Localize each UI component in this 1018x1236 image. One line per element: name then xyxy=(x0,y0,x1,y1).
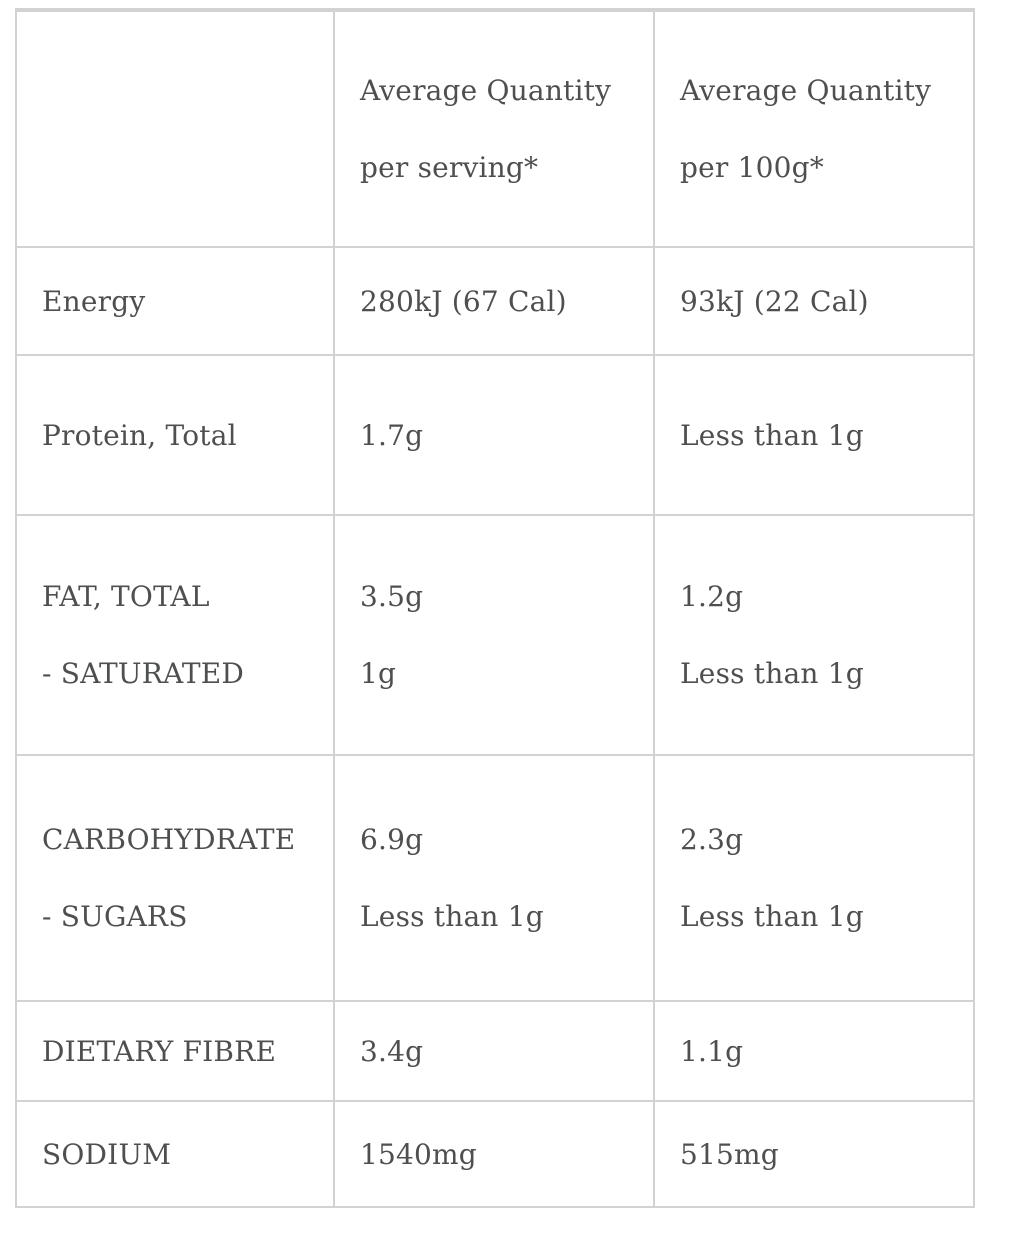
header-row: Average Quantity per serving* Average Qu… xyxy=(15,9,975,248)
table-row-fat: FAT, TOTAL - SATURATED 3.5g 1g 1.2g Less… xyxy=(15,514,975,756)
table-row-carbohydrate: CARBOHYDRATE - SUGARS 6.9g Less than 1g … xyxy=(15,754,975,1002)
per-100g-value-cell: Less than 1g xyxy=(653,354,975,516)
row-label: DIETARY FIBRE xyxy=(42,1034,277,1068)
header-per-serving-cell: Average Quantity per serving* xyxy=(333,9,655,248)
per-100g-value: Less than 1g xyxy=(680,418,864,452)
per-serving-value-cell: 280kJ (67 Cal) xyxy=(333,246,655,356)
per-100g-value-line-2: Less than 1g xyxy=(680,900,864,933)
per-100g-value: 515mg xyxy=(680,1137,779,1171)
per-100g-value-cell: 1.2g Less than 1g xyxy=(653,514,975,756)
per-serving-value: 3.4g xyxy=(360,1034,424,1068)
row-label: SODIUM xyxy=(42,1137,172,1171)
table-row-dietary-fibre: DIETARY FIBRE 3.4g 1.1g xyxy=(15,1000,975,1102)
per-serving-value-cell: 1.7g xyxy=(333,354,655,516)
row-label-cell: FAT, TOTAL - SATURATED xyxy=(15,514,335,756)
header-per-100g-line-2: per 100g* xyxy=(680,151,824,184)
row-label-cell: SODIUM xyxy=(15,1100,335,1208)
per-100g-value-line-2: Less than 1g xyxy=(680,657,864,690)
row-label: Energy xyxy=(42,284,146,318)
per-serving-value-cell: 3.4g xyxy=(333,1000,655,1102)
row-label: Protein, Total xyxy=(42,418,237,452)
header-per-100g-cell: Average Quantity per 100g* xyxy=(653,9,975,248)
per-100g-value-cell: 515mg xyxy=(653,1100,975,1208)
per-100g-value: 93kJ (22 Cal) xyxy=(680,284,869,318)
table-row-sodium: SODIUM 1540mg 515mg xyxy=(15,1100,975,1208)
per-100g-value-line-1: 1.2g xyxy=(680,580,744,613)
header-per-100g-line-1: Average Quantity xyxy=(680,74,932,107)
per-serving-value: 1.7g xyxy=(360,418,424,452)
per-serving-value: 1540mg xyxy=(360,1137,477,1171)
row-label-cell: DIETARY FIBRE xyxy=(15,1000,335,1102)
row-label-line-2: - SATURATED xyxy=(42,657,245,690)
row-label-line-2: - SUGARS xyxy=(42,900,188,933)
row-label-line-1: FAT, TOTAL xyxy=(42,580,210,613)
per-serving-value-cell: 3.5g 1g xyxy=(333,514,655,756)
per-serving-value-line-2: 1g xyxy=(360,657,397,690)
per-100g-value-cell: 2.3g Less than 1g xyxy=(653,754,975,1002)
row-label-cell: CARBOHYDRATE - SUGARS xyxy=(15,754,335,1002)
header-empty-cell xyxy=(15,9,335,248)
row-label-line-1: CARBOHYDRATE xyxy=(42,823,296,856)
header-per-serving-line-2: per serving* xyxy=(360,151,539,184)
per-100g-value-cell: 93kJ (22 Cal) xyxy=(653,246,975,356)
per-serving-value-cell: 6.9g Less than 1g xyxy=(333,754,655,1002)
table-row-energy: Energy 280kJ (67 Cal) 93kJ (22 Cal) xyxy=(15,246,975,356)
per-100g-value: 1.1g xyxy=(680,1034,744,1068)
per-100g-value-line-1: 2.3g xyxy=(680,823,744,856)
per-serving-value-line-2: Less than 1g xyxy=(360,900,544,933)
row-label-cell: Energy xyxy=(15,246,335,356)
per-serving-value-line-1: 3.5g xyxy=(360,580,424,613)
nutrition-information-table: Average Quantity per serving* Average Qu… xyxy=(15,8,975,1208)
per-100g-value-cell: 1.1g xyxy=(653,1000,975,1102)
header-per-serving-line-1: Average Quantity xyxy=(360,74,612,107)
table-row-protein: Protein, Total 1.7g Less than 1g xyxy=(15,354,975,516)
row-label-cell: Protein, Total xyxy=(15,354,335,516)
per-serving-value: 280kJ (67 Cal) xyxy=(360,284,567,318)
per-serving-value-cell: 1540mg xyxy=(333,1100,655,1208)
per-serving-value-line-1: 6.9g xyxy=(360,823,424,856)
